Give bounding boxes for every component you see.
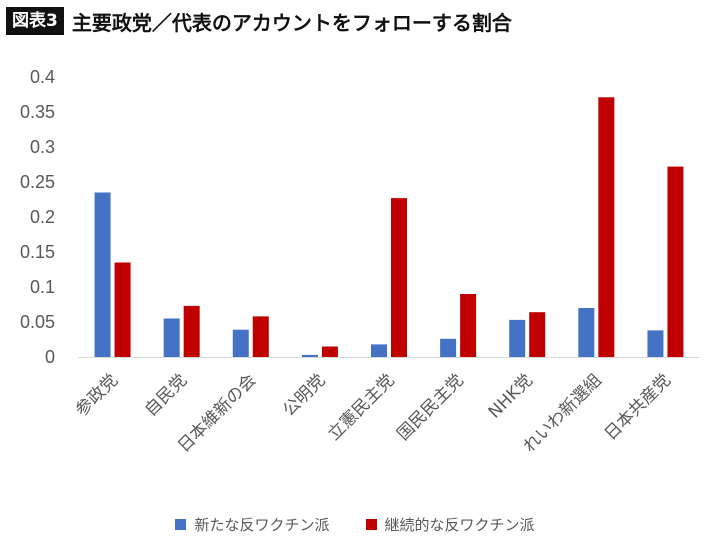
- bar-series-1-5: [371, 344, 387, 357]
- bar-series-1-4: [301, 354, 318, 357]
- x-category-label: 立憲民主党: [324, 370, 399, 445]
- legend-swatch: [365, 519, 377, 530]
- bar-series-1-2: [163, 318, 180, 357]
- bar-series-2-1: [114, 262, 131, 357]
- y-tick-label: 0.4: [30, 67, 55, 87]
- bar-series-1-9: [647, 330, 664, 357]
- y-tick-label: 0: [45, 347, 55, 367]
- x-category-label: NHK党: [485, 370, 537, 422]
- y-tick-label: 0.25: [20, 172, 55, 192]
- x-category-label: 公明党: [279, 370, 329, 420]
- y-tick-label: 0.15: [20, 242, 55, 262]
- bar-series-2-5: [391, 198, 407, 357]
- y-tick-label: 0.2: [30, 207, 55, 227]
- bar-series-2-9: [667, 166, 684, 357]
- x-category-label: 参政党: [72, 370, 122, 420]
- x-category-label: 自民党: [141, 370, 191, 420]
- legend-swatch: [175, 519, 187, 530]
- bar-series-2-3: [252, 316, 269, 357]
- bar-series-1-6: [440, 338, 457, 357]
- chart-title: 主要政党／代表のアカウントをフォローする割合: [71, 10, 512, 35]
- bar-series-1-7: [509, 319, 526, 357]
- legend-item: 継続的な反ワクチン派: [365, 514, 535, 535]
- bar-series-2-4: [321, 346, 338, 357]
- bar-series-1-8: [578, 308, 595, 357]
- bar-series-2-2: [183, 305, 200, 357]
- bar-series-2-7: [529, 312, 546, 357]
- bar-series-1-3: [232, 329, 249, 357]
- legend-item: 新たな反ワクチン派: [175, 514, 330, 535]
- y-tick-label: 0.1: [30, 277, 55, 297]
- chart-legend: 新たな反ワクチン派 継続的な反ワクチン派: [0, 514, 710, 535]
- legend-label: 継続的な反ワクチン派: [384, 516, 535, 534]
- x-category-label: 国民民主党: [393, 370, 467, 444]
- figure-number-badge: 図表3: [6, 7, 64, 35]
- y-tick-label: 0.35: [20, 102, 55, 122]
- bar-series-2-6: [460, 294, 477, 357]
- bar-series-2-8: [598, 97, 615, 358]
- x-category-label: 日本共産党: [601, 370, 675, 444]
- legend-label: 新たな反ワクチン派: [194, 516, 330, 534]
- y-tick-label: 0.3: [30, 137, 55, 157]
- y-tick-label: 0.05: [20, 312, 55, 332]
- figure-header: 図表3 主要政党／代表のアカウントをフォローする割合: [6, 6, 512, 36]
- bar-series-1-1: [94, 192, 111, 357]
